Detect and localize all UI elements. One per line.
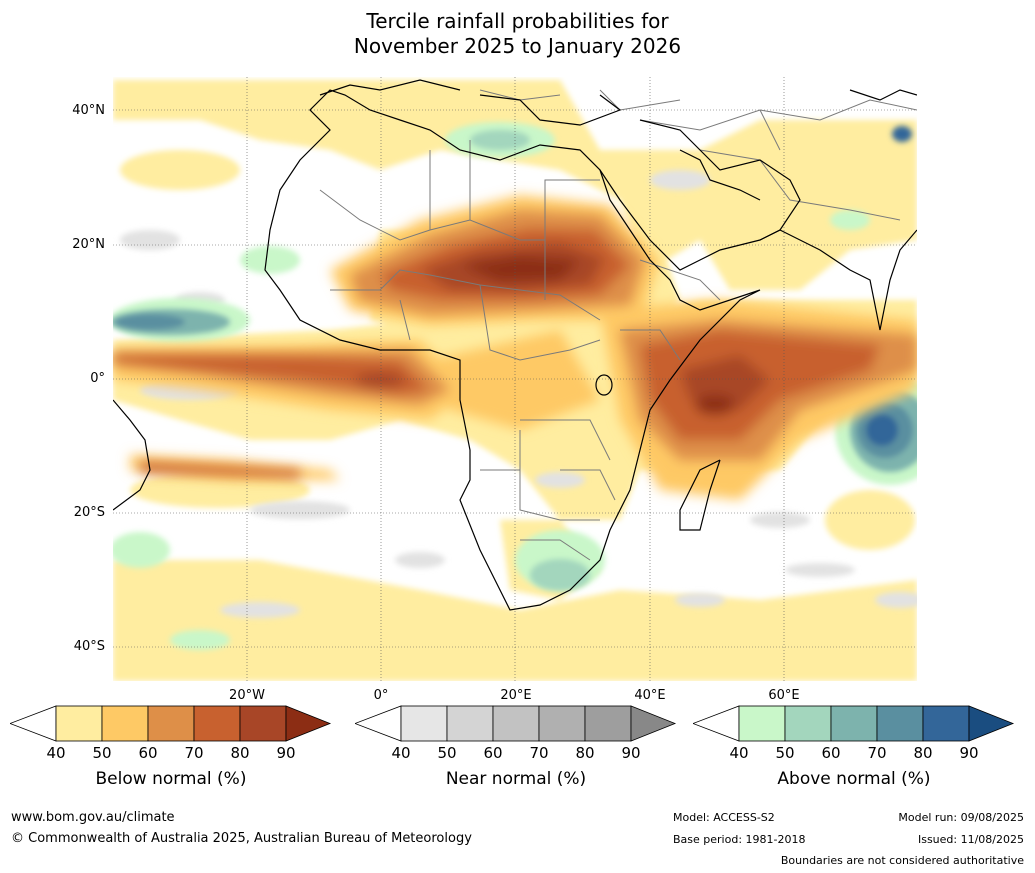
above-colorbar-title: Above normal (%) <box>777 769 931 789</box>
above-colorbar-low-extend <box>693 705 740 742</box>
title-line-2: November 2025 to January 2026 <box>353 34 682 58</box>
above-colorbar-tick-label: 80 <box>913 744 933 762</box>
below-colorbar-swatch <box>55 705 103 742</box>
above-normal-colorbar <box>693 705 1015 742</box>
website-link[interactable]: www.bom.gov.au/climate <box>11 810 175 825</box>
near-colorbar-swatch <box>538 705 586 742</box>
above-colorbar-swatch <box>876 705 924 742</box>
lat-label-20s: 20°S <box>73 505 105 520</box>
coastlines <box>113 79 917 611</box>
near-colorbar-tick-label: 60 <box>483 744 503 762</box>
above-normal-mid-area <box>113 126 917 591</box>
lat-label-0: 0° <box>90 371 105 386</box>
above-colorbar-tick-label: 60 <box>821 744 841 762</box>
copyright-text: © Commonwealth of Australia 2025, Austra… <box>11 831 472 846</box>
above-colorbar-swatch <box>784 705 832 742</box>
near-colorbar-low-extend <box>355 705 402 742</box>
lon-label-40e: 40°E <box>634 688 666 703</box>
near-colorbar-swatch <box>584 705 632 742</box>
issued-text: Issued: 11/08/2025 <box>917 833 1024 846</box>
near-colorbar-tick-label: 50 <box>437 744 457 762</box>
near-colorbar-tick-label: 40 <box>391 744 411 762</box>
below-colorbar-swatch <box>239 705 287 742</box>
above-colorbar-tick-label: 70 <box>867 744 887 762</box>
below-colorbar-title: Below normal (%) <box>95 769 247 789</box>
below-colorbar-swatch <box>147 705 195 742</box>
below-colorbar-tick-label: 50 <box>92 744 112 762</box>
map-title: Tercile rainfall probabilities for Novem… <box>0 9 1035 59</box>
near-colorbar-tick-label: 90 <box>621 744 641 762</box>
above-colorbar-tick-label: 90 <box>959 744 979 762</box>
above-colorbar-tick-label: 50 <box>775 744 795 762</box>
lon-label-20e: 20°E <box>500 688 532 703</box>
near-colorbar-tick-label: 80 <box>575 744 595 762</box>
above-colorbar-tick-label: 40 <box>729 744 749 762</box>
below-colorbar-high-extend <box>285 705 332 742</box>
lon-label-20w: 20°W <box>229 688 265 703</box>
below-colorbar-swatch <box>101 705 149 742</box>
below-colorbar-swatch <box>193 705 241 742</box>
lat-label-20n: 20°N <box>72 237 105 252</box>
near-colorbar-title: Near normal (%) <box>445 769 587 789</box>
above-colorbar-swatch <box>830 705 878 742</box>
below-colorbar-tick-label: 90 <box>276 744 296 762</box>
below-normal-strong-area <box>113 210 917 478</box>
graticule <box>113 77 917 681</box>
above-colorbar-high-extend <box>968 705 1015 742</box>
above-colorbar-swatch <box>922 705 970 742</box>
near-colorbar-swatch <box>400 705 448 742</box>
lon-label-60e: 60°E <box>768 688 800 703</box>
near-normal-colorbar <box>355 705 677 742</box>
rainfall-probability-map <box>113 77 917 681</box>
below-colorbar-tick-label: 80 <box>230 744 250 762</box>
lat-label-40n: 40°N <box>72 103 105 118</box>
title-line-1: Tercile rainfall probabilities for <box>366 9 669 33</box>
model-text: Model: ACCESS-S2 <box>673 811 775 824</box>
below-normal-colorbar <box>10 705 332 742</box>
above-colorbar-swatch <box>738 705 786 742</box>
below-colorbar-tick-label: 40 <box>46 744 66 762</box>
near-colorbar-swatch <box>492 705 540 742</box>
disclaimer-text: Boundaries are not considered authoritat… <box>780 854 1024 867</box>
lat-label-40s: 40°S <box>73 639 105 654</box>
lon-label-0: 0° <box>373 688 389 703</box>
below-colorbar-low-extend <box>10 705 57 742</box>
near-colorbar-tick-label: 70 <box>529 744 549 762</box>
model-run-text: Model run: 09/08/2025 <box>898 811 1024 824</box>
below-colorbar-tick-label: 60 <box>138 744 158 762</box>
below-colorbar-tick-label: 70 <box>184 744 204 762</box>
near-colorbar-high-extend <box>630 705 677 742</box>
near-colorbar-swatch <box>446 705 494 742</box>
base-period-text: Base period: 1981-2018 <box>673 833 806 846</box>
